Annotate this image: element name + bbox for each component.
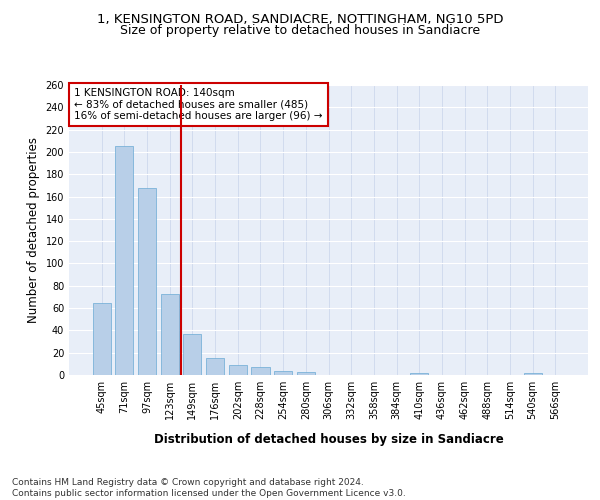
Bar [251,367,269,375]
Text: Size of property relative to detached houses in Sandiacre: Size of property relative to detached ho… [120,24,480,37]
Bar [138,188,156,375]
Bar [115,146,133,375]
Bar [92,302,111,375]
Bar [206,358,224,375]
Y-axis label: Number of detached properties: Number of detached properties [27,137,40,323]
Bar [229,365,247,375]
Text: Distribution of detached houses by size in Sandiacre: Distribution of detached houses by size … [154,432,503,446]
Text: 1 KENSINGTON ROAD: 140sqm
← 83% of detached houses are smaller (485)
16% of semi: 1 KENSINGTON ROAD: 140sqm ← 83% of detac… [74,88,323,121]
Text: 1, KENSINGTON ROAD, SANDIACRE, NOTTINGHAM, NG10 5PD: 1, KENSINGTON ROAD, SANDIACRE, NOTTINGHA… [97,12,503,26]
Bar [410,373,428,375]
Bar [524,373,542,375]
Bar [274,370,292,375]
Bar [184,334,202,375]
Text: Contains HM Land Registry data © Crown copyright and database right 2024.
Contai: Contains HM Land Registry data © Crown c… [12,478,406,498]
Bar [297,372,315,375]
Bar [161,294,179,375]
